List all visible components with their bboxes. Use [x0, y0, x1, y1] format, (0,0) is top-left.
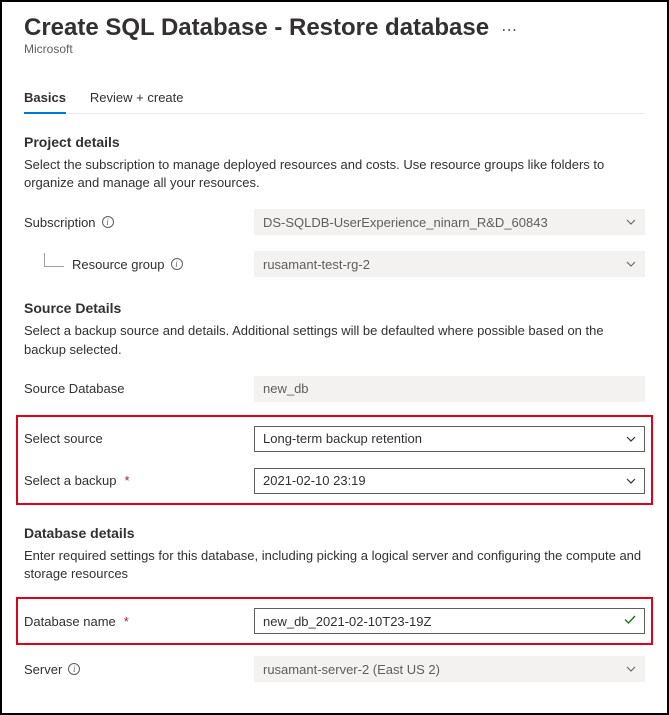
- info-icon[interactable]: i: [102, 216, 114, 228]
- database-name-input[interactable]: [254, 608, 645, 634]
- server-select[interactable]: rusamant-server-2 (East US 2): [254, 656, 645, 682]
- more-icon[interactable]: ⋯: [501, 20, 518, 40]
- database-name-label: Database name*: [24, 614, 254, 629]
- database-details-desc: Enter required settings for this databas…: [24, 547, 645, 583]
- info-icon[interactable]: i: [68, 663, 80, 675]
- select-source-label: Select source: [24, 431, 254, 446]
- select-backup-label: Select a backup*: [24, 473, 254, 488]
- page-title: Create SQL Database - Restore database: [24, 14, 489, 42]
- source-database-label: Source Database: [24, 381, 254, 396]
- tabs: Basics Review + create: [24, 84, 645, 114]
- resource-group-label: Resource group i: [24, 257, 254, 272]
- source-details-heading: Source Details: [24, 300, 645, 316]
- info-icon[interactable]: i: [171, 258, 183, 270]
- tree-elbow-icon: [44, 253, 64, 267]
- select-source-dropdown[interactable]: Long-term backup retention: [254, 426, 645, 452]
- page-subtitle: Microsoft: [24, 42, 645, 56]
- subscription-label: Subscription i: [24, 215, 254, 230]
- source-details-desc: Select a backup source and details. Addi…: [24, 322, 645, 358]
- source-database-field: new_db: [254, 376, 645, 402]
- project-details-desc: Select the subscription to manage deploy…: [24, 156, 645, 192]
- database-details-heading: Database details: [24, 525, 645, 541]
- resource-group-select[interactable]: rusamant-test-rg-2: [254, 251, 645, 277]
- tab-basics[interactable]: Basics: [24, 84, 66, 113]
- tab-review-create[interactable]: Review + create: [90, 84, 184, 113]
- subscription-select[interactable]: DS-SQLDB-UserExperience_ninarn_R&D_60843: [254, 209, 645, 235]
- project-details-heading: Project details: [24, 134, 645, 150]
- server-label: Server i: [24, 662, 254, 677]
- select-backup-dropdown[interactable]: 2021-02-10 23:19: [254, 468, 645, 494]
- highlight-database-name: Database name*: [16, 597, 653, 645]
- checkmark-icon: [623, 613, 637, 630]
- highlight-source-select: Select source Long-term backup retention…: [16, 415, 653, 505]
